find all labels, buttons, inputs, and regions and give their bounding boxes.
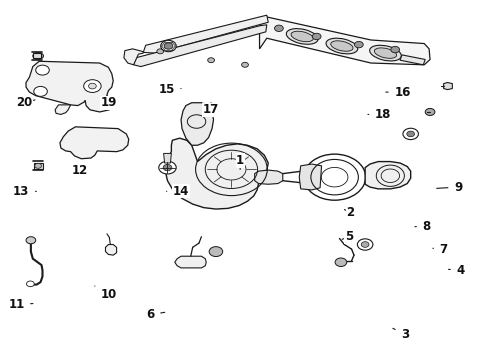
Text: 9: 9 bbox=[437, 181, 462, 194]
Text: 18: 18 bbox=[368, 108, 391, 121]
Circle shape bbox=[208, 58, 215, 63]
Polygon shape bbox=[55, 105, 71, 114]
Text: 20: 20 bbox=[17, 96, 35, 109]
Text: 15: 15 bbox=[158, 83, 181, 96]
Polygon shape bbox=[181, 103, 214, 145]
Polygon shape bbox=[60, 127, 129, 159]
Ellipse shape bbox=[291, 31, 313, 42]
Polygon shape bbox=[164, 153, 171, 163]
Polygon shape bbox=[33, 53, 41, 58]
Circle shape bbox=[312, 33, 321, 40]
Circle shape bbox=[391, 46, 399, 53]
Ellipse shape bbox=[326, 38, 358, 54]
Text: 4: 4 bbox=[448, 264, 465, 277]
Circle shape bbox=[161, 40, 176, 52]
Polygon shape bbox=[124, 49, 143, 65]
Circle shape bbox=[26, 281, 34, 287]
Text: 11: 11 bbox=[8, 298, 33, 311]
Polygon shape bbox=[26, 61, 113, 112]
Polygon shape bbox=[165, 138, 268, 209]
Circle shape bbox=[209, 247, 223, 257]
Polygon shape bbox=[143, 15, 268, 53]
Polygon shape bbox=[299, 164, 321, 190]
Circle shape bbox=[164, 43, 173, 49]
Text: 5: 5 bbox=[342, 230, 353, 243]
Text: 12: 12 bbox=[71, 163, 87, 176]
Circle shape bbox=[335, 258, 347, 266]
Polygon shape bbox=[175, 256, 206, 268]
Circle shape bbox=[242, 62, 248, 67]
Ellipse shape bbox=[369, 45, 401, 61]
Polygon shape bbox=[105, 244, 117, 255]
Circle shape bbox=[35, 53, 44, 59]
Circle shape bbox=[34, 86, 48, 96]
Circle shape bbox=[26, 237, 36, 244]
Text: 17: 17 bbox=[203, 103, 219, 116]
Text: 14: 14 bbox=[167, 185, 189, 198]
Circle shape bbox=[403, 128, 418, 140]
Text: 8: 8 bbox=[415, 220, 431, 233]
Polygon shape bbox=[255, 170, 283, 184]
Ellipse shape bbox=[286, 28, 318, 44]
Circle shape bbox=[36, 65, 49, 75]
Text: 2: 2 bbox=[344, 206, 355, 219]
Text: 19: 19 bbox=[100, 96, 117, 109]
Circle shape bbox=[33, 53, 42, 59]
Text: 6: 6 bbox=[147, 308, 165, 321]
Text: 3: 3 bbox=[393, 328, 409, 341]
Text: 7: 7 bbox=[433, 243, 448, 256]
Circle shape bbox=[163, 165, 172, 171]
Ellipse shape bbox=[331, 41, 353, 51]
Circle shape bbox=[425, 108, 435, 116]
Circle shape bbox=[84, 80, 101, 93]
Circle shape bbox=[407, 131, 415, 137]
Circle shape bbox=[89, 83, 96, 89]
Ellipse shape bbox=[374, 48, 396, 58]
Text: 10: 10 bbox=[95, 286, 117, 301]
Text: 1: 1 bbox=[236, 154, 244, 169]
Circle shape bbox=[35, 163, 42, 168]
Polygon shape bbox=[443, 82, 452, 90]
Text: 16: 16 bbox=[386, 86, 411, 99]
Polygon shape bbox=[34, 163, 43, 168]
Polygon shape bbox=[365, 162, 411, 189]
Circle shape bbox=[354, 41, 363, 48]
Polygon shape bbox=[260, 17, 430, 65]
Circle shape bbox=[157, 49, 164, 54]
Circle shape bbox=[274, 25, 283, 31]
Circle shape bbox=[361, 242, 369, 247]
Circle shape bbox=[159, 161, 176, 174]
Polygon shape bbox=[400, 55, 425, 65]
Circle shape bbox=[357, 239, 373, 250]
Polygon shape bbox=[134, 25, 267, 67]
Text: 13: 13 bbox=[13, 185, 36, 198]
